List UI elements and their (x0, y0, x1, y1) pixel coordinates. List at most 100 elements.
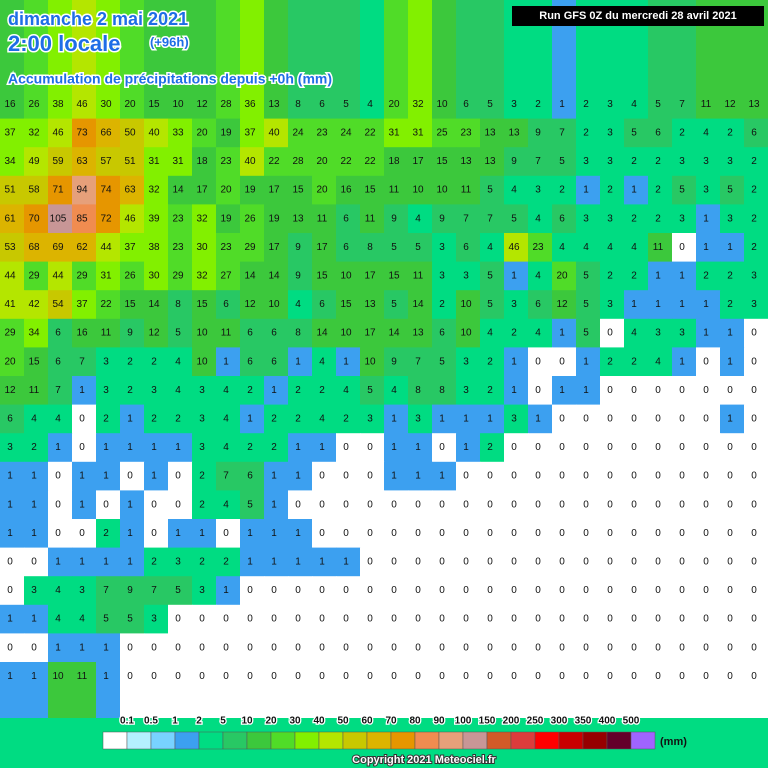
precip-cell (648, 547, 673, 577)
grid-value: 0 (487, 499, 493, 510)
grid-value: 1 (727, 242, 733, 253)
precip-cell (0, 233, 25, 263)
grid-value: 0 (367, 528, 373, 539)
precip-cell (216, 118, 241, 148)
precip-cell (288, 147, 313, 177)
grid-value: 31 (148, 156, 160, 167)
grid-value: 38 (148, 242, 160, 253)
grid-value: 0 (559, 499, 565, 510)
grid-value: 1 (463, 442, 469, 453)
grid-value: 14 (148, 299, 160, 310)
grid-value: 0 (391, 671, 397, 682)
grid-value: 1 (79, 499, 85, 510)
precip-cell (552, 404, 577, 434)
precip-cell (480, 347, 505, 377)
grid-value: 0 (511, 557, 517, 568)
precip-cell (624, 404, 649, 434)
grid-value: 0 (655, 528, 661, 539)
grid-value: 3 (583, 156, 589, 167)
precip-cell (672, 633, 697, 663)
grid-value: 1 (703, 328, 709, 339)
grid-value: 3 (103, 385, 109, 396)
grid-value: 1 (295, 471, 301, 482)
grid-value: 5 (103, 614, 109, 625)
precip-cell (312, 204, 337, 234)
precip-cell (312, 175, 337, 205)
precip-cell (504, 461, 529, 491)
grid-value: 0 (295, 642, 301, 653)
grid-value: 7 (79, 356, 85, 367)
grid-value: 3 (607, 299, 613, 310)
precip-cell (480, 233, 505, 263)
grid-value: 4 (703, 128, 709, 139)
grid-value: 0 (655, 557, 661, 568)
grid-value: 10 (436, 99, 448, 110)
grid-value: 0 (415, 499, 421, 510)
grid-value: 0 (31, 642, 37, 653)
precip-cell (552, 233, 577, 263)
grid-value: 2 (655, 213, 661, 224)
precip-cell (672, 261, 697, 291)
grid-value: 0 (463, 528, 469, 539)
precip-cell (96, 347, 121, 377)
precip-cell (288, 547, 313, 577)
grid-value: 10 (340, 328, 352, 339)
precip-cell (96, 204, 121, 234)
grid-value: 1 (319, 557, 325, 568)
precip-cell (432, 376, 457, 406)
precip-cell (624, 347, 649, 377)
precip-cell (24, 461, 49, 491)
precip-cell (432, 261, 457, 291)
precip-cell (288, 633, 313, 663)
precip-cell (72, 118, 97, 148)
precip-cell (744, 261, 768, 291)
precip-cell (312, 347, 337, 377)
precip-cell (0, 633, 25, 663)
grid-value: 0 (295, 614, 301, 625)
grid-value: 0 (655, 614, 661, 625)
precip-cell (600, 290, 625, 320)
precip-cell (504, 290, 529, 320)
legend-swatch (102, 731, 128, 750)
grid-value: 0 (199, 642, 205, 653)
grid-value: 61 (4, 213, 16, 224)
grid-value: 5 (559, 156, 565, 167)
precip-cell (0, 147, 25, 177)
grid-value: 3 (679, 328, 685, 339)
precip-cell (480, 404, 505, 434)
grid-value: 10 (340, 271, 352, 282)
grid-value: 0 (247, 671, 253, 682)
grid-value: 0 (559, 642, 565, 653)
grid-value: 4 (391, 385, 397, 396)
precip-cell (24, 261, 49, 291)
grid-value: 14 (172, 185, 184, 196)
grid-value: 2 (271, 414, 277, 425)
grid-value: 4 (631, 99, 637, 110)
grid-value: 0 (607, 557, 613, 568)
grid-value: 29 (172, 271, 184, 282)
grid-value: 0 (679, 557, 685, 568)
grid-value: 0 (247, 642, 253, 653)
grid-value: 34 (4, 156, 16, 167)
grid-value: 0 (631, 385, 637, 396)
precip-cell (648, 576, 673, 606)
grid-value: 0 (583, 499, 589, 510)
grid-value: 0 (727, 442, 733, 453)
grid-value: 1 (439, 471, 445, 482)
precip-cell (48, 233, 73, 263)
precip-cell (432, 0, 457, 120)
precip-cell (48, 461, 73, 491)
grid-value: 20 (316, 185, 328, 196)
precip-cell (528, 204, 553, 234)
precip-cell (696, 404, 721, 434)
grid-value: 12 (148, 328, 160, 339)
precip-cell (144, 404, 169, 434)
grid-value: 13 (748, 99, 760, 110)
precip-cell (672, 290, 697, 320)
legend-swatch (462, 731, 488, 750)
grid-value: 13 (460, 156, 472, 167)
grid-value: 2 (583, 99, 589, 110)
grid-value: 26 (244, 213, 256, 224)
precip-cell (24, 547, 49, 577)
grid-value: 0 (583, 642, 589, 653)
